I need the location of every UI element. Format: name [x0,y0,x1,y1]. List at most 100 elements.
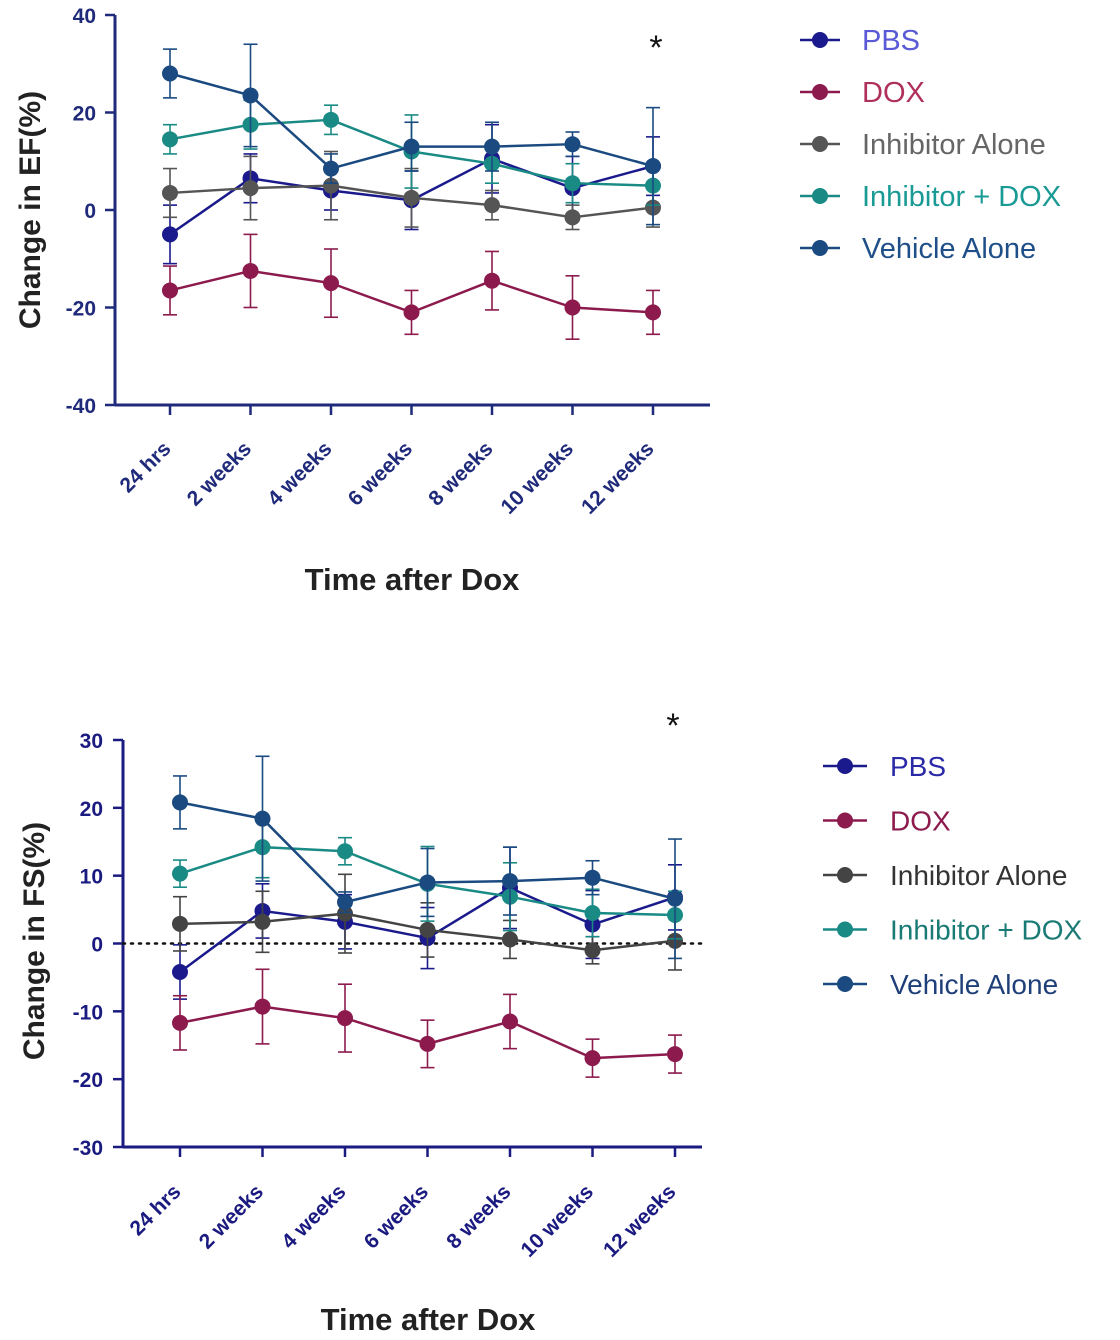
fs-inhibitor-alone-point [419,921,436,938]
fs-significance-asterisk: * [666,707,679,745]
ef-dox-point [645,304,661,321]
ef-xtick-label: 4 weeks [263,437,336,510]
ef-chart: 40 20 0 -20 -40 24 hrs 2 weeks 4 weeks 6 weeks 8 … [14,5,1061,597]
ef-dox-point [403,304,420,321]
ef-vehicle-alone-point [403,138,420,155]
ef-inhibitor-alone-point [323,177,339,194]
fs-ytick-label: 20 [80,798,103,821]
fs-legend-vehicle-alone-marker [837,976,853,992]
ef-ytick-label: -20 [66,298,96,321]
ef-inhibitor-dox-point [162,131,178,148]
ef-xtick-label: 10 weeks [497,437,578,518]
fs-legend-pbs-marker [837,758,853,774]
fs-ytick-label: 10 [80,866,103,889]
ef-vehicle-alone-point [162,65,178,82]
fs-dox-point [584,1050,601,1067]
ef-inhibitor-alone-point [484,197,500,214]
fs-chart: 30 20 10 0 -10 -20 -30 24 hrs 2 weeks 4 weeks 6 we… [18,707,1083,1337]
fs-vehicle-alone-point [584,869,601,886]
ef-legend-inhibitor-dox-label: Inhibitor + DOX [862,181,1061,213]
fs-xtick-label: 6 weeks [360,1180,433,1253]
fs-ytick-label: -20 [73,1069,103,1092]
fs-vehicle-alone-point [667,890,683,907]
ef-vehicle-alone-point [564,136,581,153]
ef-inhibitor-alone-point [564,209,581,226]
ef-dox-point [162,282,178,299]
ef-vehicle-alone-point [242,87,259,104]
fs-vehicle-alone-point [172,794,188,811]
ef-ytick-label: 0 [84,200,96,223]
fs-inhibitor-alone-point [172,915,188,932]
fs-dox-point [254,998,271,1015]
fs-y-axis-title: Change in FS(%) [18,822,51,1060]
fs-legend-inhibitor-alone-label: Inhibitor Alone [890,860,1067,891]
fs-legend-dox-label: DOX [890,806,951,837]
fs-dox-point [172,1014,188,1031]
fs-legend-vehicle-alone-label: Vehicle Alone [890,969,1058,1000]
ef-series-inhibitor-alone [162,150,661,231]
ef-y-axis-title: Change in EF(%) [14,91,47,329]
fs-ytick-label: -30 [73,1137,103,1160]
ef-pbs-point [162,226,178,243]
ef-dox-point [484,272,500,289]
ef-dox-point [242,262,259,279]
fs-vehicle-alone-point [502,873,518,890]
fs-dox-point [502,1013,518,1030]
ef-inhibitor-dox-point [323,111,339,128]
ef-inhibitor-alone-point [162,184,178,201]
fs-dox-point [667,1046,683,1063]
fs-dox-point [337,1010,353,1027]
fs-legend-inhibitor-alone-marker [837,867,853,883]
ef-legend-pbs-label: PBS [862,25,920,57]
ef-vehicle-alone-point [645,158,661,175]
ef-legend-vehicle-alone-label: Vehicle Alone [862,233,1036,265]
ef-series-vehicle-alone [162,43,661,226]
ef-xtick-label: 8 weeks [424,437,497,510]
fs-pbs-point [172,963,188,980]
ef-xtick-label: 2 weeks [183,437,256,510]
fs-inhibitor-dox-point [337,843,353,860]
ef-inhibitor-dox-point [564,175,581,192]
fs-inhibitor-alone-point [584,942,601,959]
ef-xtick-label: 6 weeks [344,437,417,510]
fs-vehicle-alone-point [254,810,271,827]
ef-x-axis-title: Time after Dox [305,562,521,597]
ef-legend-dox-marker [812,84,828,100]
ef-xtick-label: 12 weeks [577,437,658,518]
ef-legend-dox-label: DOX [862,77,925,109]
fs-inhibitor-alone-point [337,905,353,922]
fs-xtick-label: 4 weeks [277,1180,350,1253]
ef-ytick-label: -40 [66,395,96,418]
ef-vehicle-alone-point [484,138,500,155]
fs-legend-inhibitor-dox-label: Inhibitor + DOX [890,915,1083,946]
ef-ytick-label: 40 [73,5,96,28]
ef-xtick-label: 24 hrs [116,437,176,497]
fs-series-dox [172,968,683,1078]
fs-inhibitor-alone-point [502,931,518,948]
fs-legend-dox-marker [837,812,853,829]
ef-dox-point [564,299,581,316]
ef-legend-inhibitor-dox-marker [812,188,828,204]
fs-x-axis-title: Time after Dox [321,1302,537,1337]
ef-legend-inhibitor-alone-label: Inhibitor Alone [862,129,1046,161]
ef-series-dox [162,233,661,340]
fs-ytick-label: 30 [80,730,103,753]
fs-inhibitor-alone-point [254,913,271,930]
fs-legend-pbs-label: PBS [890,751,946,782]
ef-legend-inhibitor-alone-marker [812,136,828,152]
ef-legend-pbs-marker [812,32,828,48]
fs-series-vehicle-alone [172,755,683,960]
fs-vehicle-alone-point [337,894,353,911]
ef-significance-asterisk: * [649,29,662,67]
fs-series-inhibitor-alone [172,873,683,971]
fs-ytick-label: 0 [91,934,103,957]
fs-dox-point [419,1035,436,1052]
fs-ytick-label: -10 [73,1001,103,1024]
fs-inhibitor-dox-point [584,904,601,921]
ef-inhibitor-alone-point [403,189,420,206]
fs-xtick-label: 12 weeks [599,1180,680,1261]
fs-xtick-label: 10 weeks [517,1180,598,1261]
ef-inhibitor-alone-point [242,180,259,197]
fs-xtick-label: 8 weeks [442,1180,515,1253]
